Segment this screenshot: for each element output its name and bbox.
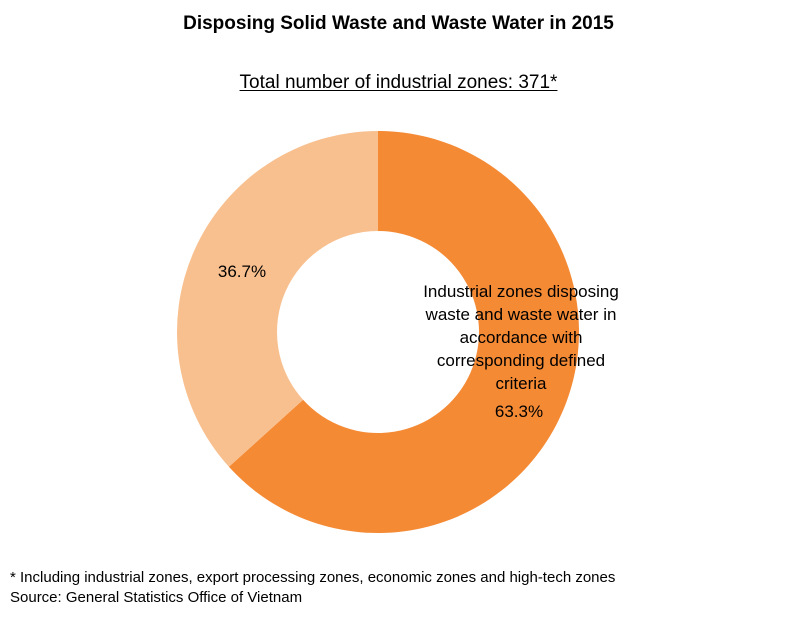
subtitle-text: Total number of industrial zones: 371*: [239, 72, 558, 93]
footnote-source: Source: General Statistics Office of Vie…: [10, 589, 303, 606]
slice-value-label-1: 36.7%: [218, 262, 266, 281]
slice-label-line-1: waste and waste water in: [425, 305, 617, 324]
footnote-note: * Including industrial zones, export pro…: [10, 569, 616, 586]
chart-subtitle: Total number of industrial zones: 371*: [0, 72, 797, 94]
slice-label-line-0: Industrial zones disposing: [423, 282, 619, 301]
slice-label-line-3: corresponding defined: [437, 351, 605, 370]
donut-slice-1: [176, 131, 378, 467]
slice-label-line-4: criteria: [495, 374, 547, 393]
footnotes: * Including industrial zones, export pro…: [10, 568, 615, 608]
chart-title: Disposing Solid Waste and Waste Water in…: [183, 13, 614, 34]
slice-label-line-2: accordance with: [460, 328, 583, 347]
slice-value-label-0: 63.3%: [495, 402, 543, 421]
donut-slice-0: [228, 131, 579, 533]
